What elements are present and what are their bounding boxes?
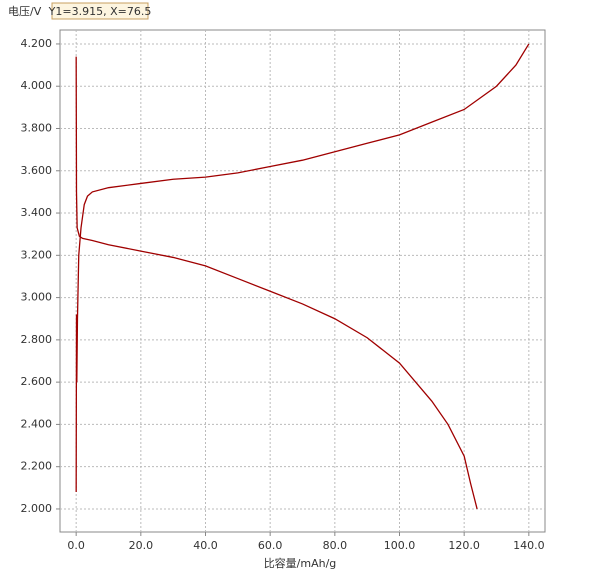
y-tick-label: 2.600 <box>21 375 53 388</box>
x-axis-title: 比容量/mAh/g <box>264 556 337 570</box>
x-tick-label: 140.0 <box>513 539 545 552</box>
y-tick-label: 2.200 <box>21 460 53 473</box>
y-tick-label: 3.200 <box>21 248 53 261</box>
y-axis-title: 电压/V <box>8 5 42 18</box>
y-tick-label: 3.000 <box>21 291 53 304</box>
y-tick-label: 3.400 <box>21 206 53 219</box>
x-tick-label: 60.0 <box>258 539 283 552</box>
y-tick-label: 4.000 <box>21 79 53 92</box>
curve <box>75 43 530 493</box>
x-tick-label: 40.0 <box>193 539 218 552</box>
y-tick-label: 2.000 <box>21 502 53 515</box>
x-tick-label: 0.0 <box>67 539 85 552</box>
y-tick-label: 4.200 <box>21 37 53 50</box>
x-tick-label: 100.0 <box>384 539 416 552</box>
curve <box>75 56 478 510</box>
y-tick-label: 3.800 <box>21 121 53 134</box>
y-tick-label: 3.600 <box>21 164 53 177</box>
y-tick-label: 2.400 <box>21 417 53 430</box>
annotation-box <box>51 2 149 20</box>
plot-area <box>59 29 546 533</box>
y-tick-label: 2.800 <box>21 333 53 346</box>
x-tick-label: 80.0 <box>323 539 348 552</box>
x-tick-label: 20.0 <box>129 539 154 552</box>
annotation: Y1=3.915, X=76.5 <box>48 5 152 18</box>
x-tick-label: 120.0 <box>448 539 480 552</box>
